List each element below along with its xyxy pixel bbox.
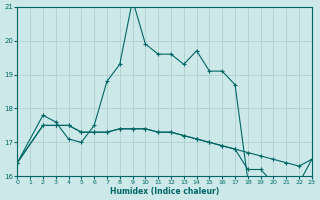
- X-axis label: Humidex (Indice chaleur): Humidex (Indice chaleur): [110, 187, 219, 196]
